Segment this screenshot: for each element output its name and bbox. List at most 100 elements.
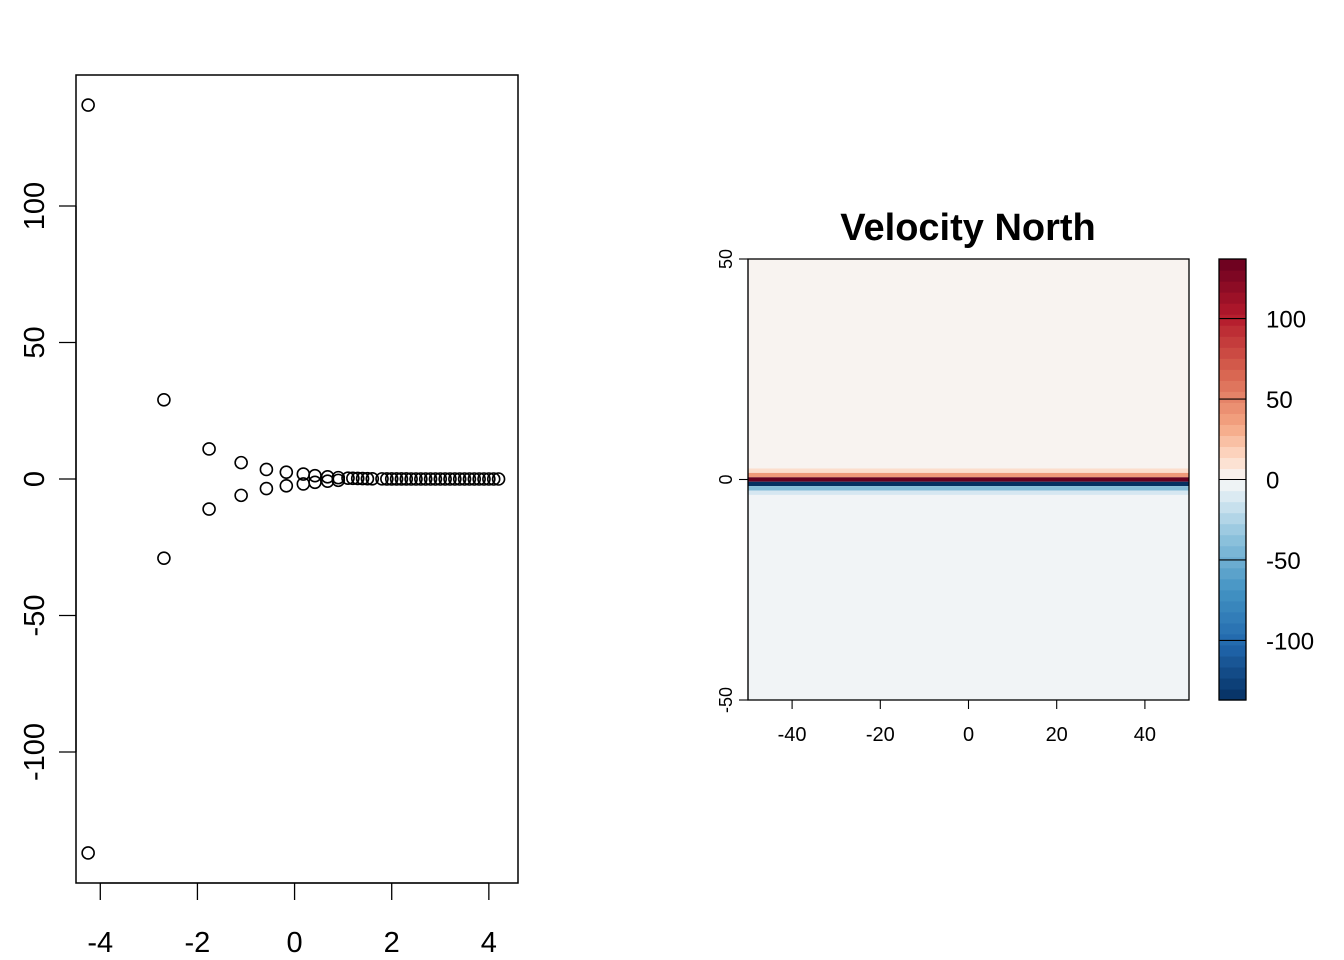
scatter-point — [409, 472, 423, 486]
colorbar-band — [1219, 556, 1246, 569]
scatter-x-tick-label: 4 — [481, 927, 497, 959]
heatmap-x-tick-label: 40 — [1134, 724, 1156, 746]
colorbar-band — [1219, 666, 1246, 679]
colorbar-tick-label: -100 — [1266, 628, 1314, 655]
scatter-point — [404, 472, 418, 486]
scatter-point — [259, 481, 274, 496]
colorbar-band — [1219, 644, 1246, 657]
scatter-point — [443, 472, 457, 486]
scatter-point — [433, 472, 448, 486]
colorbar-band — [1219, 600, 1246, 613]
scatter-point — [157, 551, 171, 565]
heatmap-y-tick-label: 50 — [716, 249, 736, 269]
scatter-point — [259, 462, 274, 477]
heatmap-row — [748, 481, 1189, 487]
heatmap-y-axis: -50 0 50 — [716, 249, 749, 713]
scatter-x-tick-label: 0 — [287, 927, 303, 959]
colorbar-band — [1219, 545, 1246, 558]
scatter-point — [365, 471, 380, 486]
scatter-point — [331, 473, 346, 488]
heatmap-cells — [748, 259, 1189, 700]
colorbar-band — [1219, 358, 1246, 370]
scatter-point — [389, 472, 404, 486]
colorbar-band — [1219, 292, 1246, 304]
colorbar-band — [1219, 325, 1246, 337]
scatter-point — [341, 471, 355, 485]
heatmap-x-axis: -40 -20 0 20 40 — [778, 699, 1156, 746]
scatter-point — [157, 393, 171, 407]
scatter-y-tick-label: -100 — [19, 723, 51, 781]
scatter-point — [414, 472, 428, 486]
colorbar-tick-label: 0 — [1266, 468, 1279, 495]
heatmap-title: Velocity North — [840, 207, 1096, 249]
colorbar-tick-label: -50 — [1266, 548, 1301, 575]
scatter-x-tick-label: -4 — [87, 927, 113, 959]
colorbar-tick-label: 50 — [1266, 387, 1293, 414]
scatter-y-tick-label: 0 — [19, 471, 51, 487]
heatmap-x-tick-label: 0 — [963, 724, 974, 746]
scatter-y-axis: -100 -50 0 50 100 — [19, 182, 77, 781]
colorbar-ticks: 100 50 0 -50 -100 — [1219, 307, 1314, 655]
scatter-point — [448, 472, 462, 486]
scatter-point — [423, 472, 438, 486]
scatter-point — [81, 98, 95, 112]
scatter-y-tick-label: 50 — [19, 326, 51, 358]
colorbar-band — [1219, 468, 1246, 481]
scatter-point — [234, 455, 248, 470]
colorbar-band — [1219, 490, 1246, 503]
colorbar-band — [1219, 501, 1246, 514]
scatter-x-tick-label: -2 — [185, 927, 211, 959]
scatter-x-tick-label: 2 — [384, 927, 400, 959]
heatmap-row — [748, 477, 1189, 482]
scatter-point — [399, 472, 414, 486]
colorbar-band — [1219, 589, 1246, 602]
colorbar-band — [1219, 424, 1246, 436]
colorbar-band — [1219, 534, 1246, 547]
colorbar-band — [1219, 633, 1246, 646]
scatter-point — [477, 472, 491, 486]
colorbar-band — [1219, 479, 1246, 492]
scatter-point — [360, 471, 375, 486]
scatter-point — [462, 472, 477, 486]
colorbar-band — [1219, 655, 1246, 668]
scatter-point — [202, 442, 216, 456]
colorbar-band — [1219, 413, 1246, 425]
colorbar-band — [1219, 270, 1246, 282]
scatter-point — [380, 472, 394, 486]
scatter-point — [355, 471, 370, 486]
heatmap-x-tick-label: 20 — [1046, 724, 1068, 746]
scatter-point — [491, 472, 506, 486]
heatmap-x-tick-label: -20 — [866, 724, 895, 746]
heatmap-y-tick-label: 0 — [716, 474, 736, 484]
colorbar-band — [1219, 380, 1246, 392]
heatmap-row — [748, 486, 1189, 491]
colorbar-band — [1219, 391, 1246, 403]
scatter-points — [81, 98, 506, 860]
colorbar-band — [1219, 578, 1246, 591]
heatmap-y-tick-label: -50 — [716, 687, 736, 713]
heatmap-row — [748, 468, 1189, 473]
heatmap-row — [748, 472, 1189, 478]
colorbar-band — [1219, 314, 1246, 326]
scatter-point — [384, 472, 399, 486]
colorbar-cells — [1219, 259, 1246, 701]
colorbar-band — [1219, 512, 1246, 525]
scatter-x-axis: -4 -2 0 2 4 — [87, 882, 497, 959]
scatter-point — [350, 471, 365, 486]
colorbar-band — [1219, 523, 1246, 536]
colorbar-band — [1219, 435, 1246, 448]
scatter-point — [428, 472, 443, 486]
heatmap-plot: Velocity North -40 -20 0 20 40 -50 0 50 — [716, 207, 1190, 746]
scatter-point — [452, 472, 467, 486]
scatter-point — [234, 488, 248, 503]
scatter-point — [202, 502, 216, 516]
heatmap-x-tick-label: -40 — [778, 724, 807, 746]
scatter-point — [81, 846, 95, 860]
colorbar-band — [1219, 611, 1246, 624]
colorbar-band — [1219, 457, 1246, 470]
colorbar-band — [1219, 402, 1246, 414]
colorbar-band — [1219, 281, 1246, 293]
colorbar-band — [1219, 446, 1246, 459]
colorbar-band — [1219, 303, 1246, 315]
